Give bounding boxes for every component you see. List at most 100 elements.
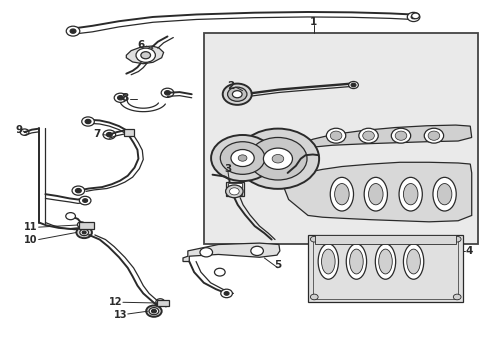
Polygon shape xyxy=(301,125,472,150)
Circle shape xyxy=(453,294,461,300)
Ellipse shape xyxy=(403,244,424,279)
Circle shape xyxy=(77,222,85,228)
Circle shape xyxy=(251,246,264,256)
Ellipse shape xyxy=(368,184,383,205)
Circle shape xyxy=(407,12,420,22)
Circle shape xyxy=(412,13,419,19)
Text: 13: 13 xyxy=(114,310,127,320)
Circle shape xyxy=(136,48,155,62)
Circle shape xyxy=(351,83,356,87)
Circle shape xyxy=(66,213,75,220)
Bar xyxy=(157,300,169,306)
Circle shape xyxy=(453,237,461,242)
Ellipse shape xyxy=(375,244,395,279)
Ellipse shape xyxy=(363,131,374,140)
Bar xyxy=(204,33,478,244)
Circle shape xyxy=(66,26,80,36)
Circle shape xyxy=(118,96,123,100)
Ellipse shape xyxy=(359,128,378,143)
Circle shape xyxy=(200,248,213,257)
Circle shape xyxy=(106,132,112,137)
Circle shape xyxy=(85,120,91,123)
Ellipse shape xyxy=(428,131,440,140)
Bar xyxy=(313,238,458,299)
Ellipse shape xyxy=(346,244,367,279)
Text: 3: 3 xyxy=(224,165,232,174)
Circle shape xyxy=(237,129,319,189)
Circle shape xyxy=(349,81,358,89)
Text: 11: 11 xyxy=(24,222,38,232)
Bar xyxy=(315,235,456,244)
Circle shape xyxy=(103,130,116,139)
Polygon shape xyxy=(126,46,164,64)
Circle shape xyxy=(310,237,318,242)
Text: 2: 2 xyxy=(227,81,235,91)
Circle shape xyxy=(70,29,76,33)
Ellipse shape xyxy=(326,128,346,143)
Circle shape xyxy=(76,227,92,238)
Circle shape xyxy=(20,129,29,135)
Text: 6: 6 xyxy=(137,40,145,50)
Circle shape xyxy=(156,299,165,305)
Circle shape xyxy=(224,292,229,295)
Circle shape xyxy=(72,186,85,195)
Ellipse shape xyxy=(424,128,443,143)
Ellipse shape xyxy=(330,131,342,140)
Circle shape xyxy=(264,148,293,169)
Text: 9: 9 xyxy=(15,125,23,135)
Circle shape xyxy=(227,87,247,101)
Polygon shape xyxy=(284,162,472,222)
Ellipse shape xyxy=(403,184,418,205)
Polygon shape xyxy=(183,243,280,261)
Ellipse shape xyxy=(330,177,353,211)
Text: 10: 10 xyxy=(24,235,38,244)
Circle shape xyxy=(215,268,225,276)
Circle shape xyxy=(82,117,95,126)
Ellipse shape xyxy=(407,249,420,274)
Text: 5: 5 xyxy=(274,260,282,270)
Circle shape xyxy=(149,307,159,315)
Circle shape xyxy=(146,306,162,317)
Circle shape xyxy=(221,289,232,298)
Circle shape xyxy=(80,229,89,236)
Text: 8: 8 xyxy=(121,94,128,103)
Ellipse shape xyxy=(335,184,349,205)
Circle shape xyxy=(249,138,307,180)
Circle shape xyxy=(114,93,127,102)
Circle shape xyxy=(272,154,284,163)
Bar xyxy=(227,183,242,194)
Circle shape xyxy=(151,309,156,313)
Text: 4: 4 xyxy=(466,246,473,256)
Circle shape xyxy=(231,149,254,167)
Circle shape xyxy=(411,15,416,19)
Ellipse shape xyxy=(399,177,422,211)
Text: 7: 7 xyxy=(94,129,101,139)
Ellipse shape xyxy=(433,177,456,211)
Circle shape xyxy=(223,84,252,105)
Ellipse shape xyxy=(318,244,339,279)
Circle shape xyxy=(161,88,174,98)
Circle shape xyxy=(165,91,171,95)
Circle shape xyxy=(232,91,242,98)
Bar xyxy=(225,182,244,196)
Circle shape xyxy=(82,231,86,234)
Text: 12: 12 xyxy=(109,297,122,307)
Ellipse shape xyxy=(437,184,452,205)
Ellipse shape xyxy=(395,131,407,140)
Circle shape xyxy=(75,189,81,193)
Circle shape xyxy=(141,52,150,59)
Circle shape xyxy=(211,135,274,181)
Circle shape xyxy=(238,155,247,161)
Circle shape xyxy=(79,196,91,205)
Circle shape xyxy=(83,199,88,202)
Bar xyxy=(308,235,463,302)
Ellipse shape xyxy=(321,249,335,274)
Ellipse shape xyxy=(379,249,392,274)
Text: 1: 1 xyxy=(310,17,318,27)
Ellipse shape xyxy=(350,249,363,274)
Circle shape xyxy=(310,294,318,300)
Circle shape xyxy=(225,185,243,198)
Ellipse shape xyxy=(392,128,411,143)
Circle shape xyxy=(220,142,265,174)
Circle shape xyxy=(229,188,239,195)
